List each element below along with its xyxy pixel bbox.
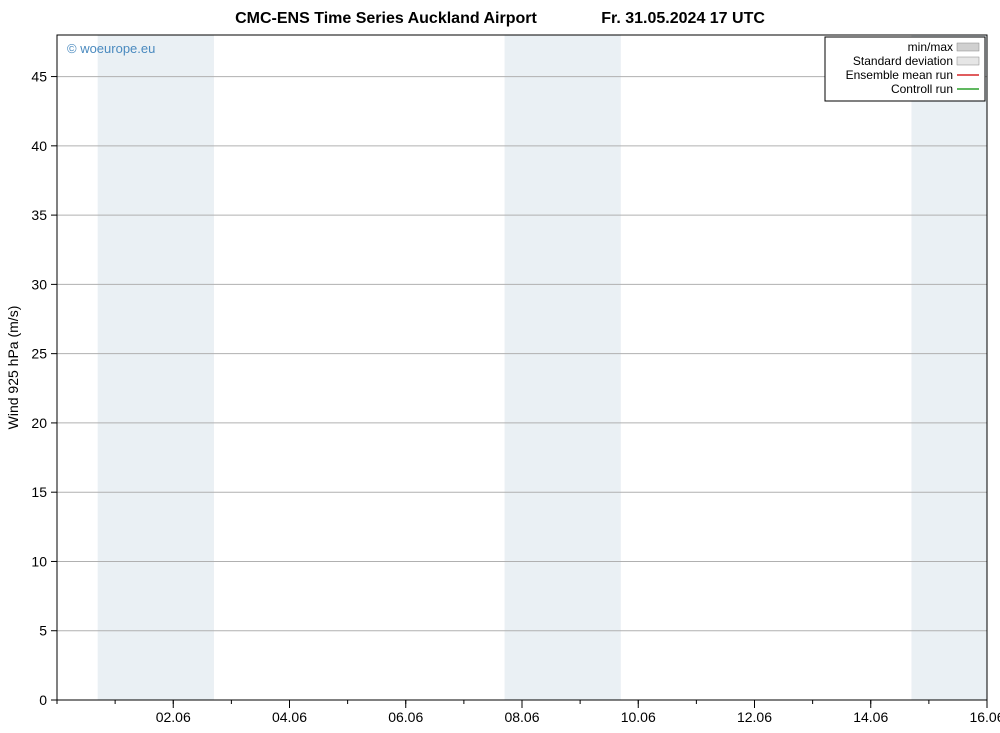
y-tick-label: 25 [31, 346, 47, 362]
legend-label: min/max [908, 40, 953, 54]
y-tick-label: 0 [39, 692, 47, 708]
x-tick-label: 06.06 [388, 709, 423, 725]
y-tick-label: 35 [31, 207, 47, 223]
legend-label: Controll run [891, 82, 953, 96]
legend-swatch [957, 57, 979, 65]
plot-area: 0 5 10 15 20 25 30 35 40 45 02.06 04.06 06.06 08.06 10… [0, 0, 1000, 733]
watermark: © woeurope.eu [67, 41, 155, 56]
weekend-band [505, 35, 621, 700]
chart-container: CMC-ENS Time Series Auckland Airport Fr.… [0, 0, 1000, 733]
legend-label: Ensemble mean run [846, 68, 953, 82]
legend-swatch [957, 43, 979, 51]
y-tick-label: 40 [31, 138, 47, 154]
y-tick-label: 15 [31, 484, 47, 500]
weekend-band [98, 35, 214, 700]
y-tick-label: 20 [31, 415, 47, 431]
x-tick-label: 10.06 [621, 709, 656, 725]
legend-label: Standard deviation [853, 54, 953, 68]
y-tick-label: 45 [31, 69, 47, 85]
y-axis-label: Wind 925 hPa (m/s) [5, 306, 21, 430]
x-tick-label: 08.06 [504, 709, 539, 725]
x-tick-label: 16.06 [969, 709, 1000, 725]
x-tick-label: 02.06 [156, 709, 191, 725]
weekend-band [911, 35, 987, 700]
y-tick-label: 30 [31, 276, 47, 292]
x-tick-label: 14.06 [853, 709, 888, 725]
y-tick-label: 10 [31, 553, 47, 569]
y-tick-label: 5 [39, 623, 47, 639]
x-tick-label: 04.06 [272, 709, 307, 725]
x-tick-label: 12.06 [737, 709, 772, 725]
